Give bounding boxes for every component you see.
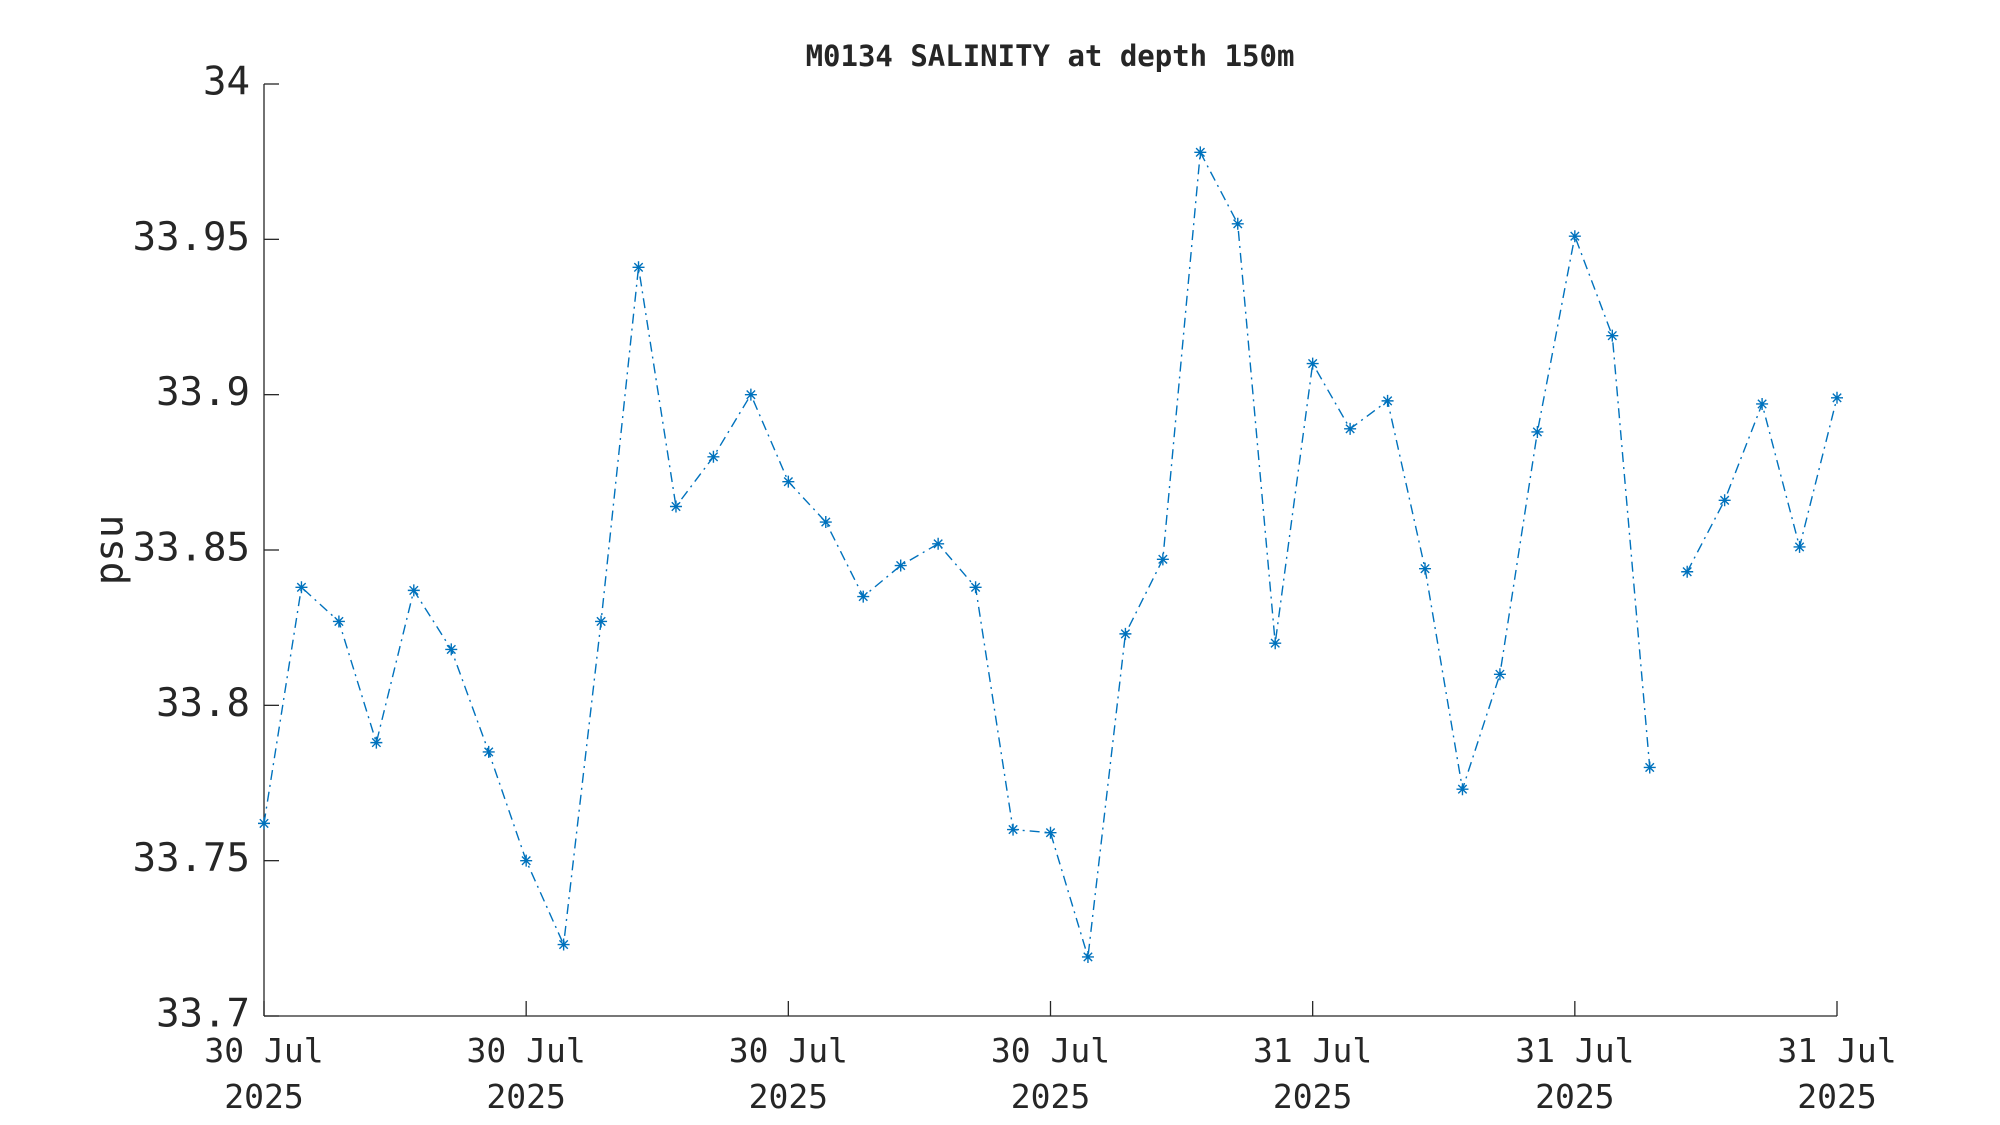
marker: [1568, 230, 1581, 243]
marker: [1381, 394, 1394, 407]
x-tick-label: 31 Jul 2025: [1253, 1031, 1373, 1116]
x-tick-label: 30 Jul 2025: [990, 1031, 1111, 1116]
marker: [744, 388, 757, 401]
y-axis-label: psu: [88, 515, 133, 585]
y-tick-label: 33.85: [133, 526, 250, 571]
marker: [1306, 357, 1319, 370]
x-tick-label: 30 Jul 2025: [466, 1031, 586, 1116]
marker: [1081, 950, 1094, 963]
marker: [1007, 823, 1020, 836]
y-tick-label: 33.9: [156, 370, 250, 415]
y-tick-label: 33.75: [133, 836, 250, 881]
marker: [595, 615, 608, 628]
marker: [1456, 783, 1469, 796]
marker: [1606, 329, 1619, 342]
marker: [370, 736, 383, 749]
y-tick-label: 33.95: [133, 215, 250, 260]
marker: [1419, 562, 1432, 575]
marker: [295, 581, 308, 594]
marker: [1756, 397, 1769, 410]
marker: [969, 581, 982, 594]
marker: [669, 500, 682, 513]
chart-title: M0134 SALINITY at depth 150m: [806, 39, 1295, 73]
series-line: [263, 149, 1651, 958]
marker: [1643, 761, 1656, 774]
marker: [1493, 668, 1506, 681]
y-tick-label: 33.8: [156, 681, 250, 726]
x-tick-label: 30 Jul 2025: [728, 1031, 848, 1116]
x-tick-label: 30 Jul 2025: [204, 1031, 324, 1116]
marker: [1531, 425, 1544, 438]
marker: [332, 615, 345, 628]
x-tick-label: 31 Jul 2025: [1515, 1031, 1635, 1116]
marker: [819, 516, 832, 529]
marker: [407, 584, 420, 597]
y-tick-label: 34: [203, 60, 250, 105]
marker: [1793, 540, 1806, 553]
marker: [1718, 494, 1731, 507]
x-tick-label: 31 Jul 2025: [1777, 1031, 1897, 1116]
marker: [1194, 146, 1207, 159]
marker: [1681, 565, 1694, 578]
marker: [632, 261, 645, 274]
marker: [557, 938, 570, 951]
marker: [258, 817, 270, 830]
marker: [1119, 627, 1132, 640]
marker: [1831, 391, 1843, 404]
marker: [1231, 217, 1244, 230]
marker: [1044, 826, 1057, 839]
marker: [445, 643, 458, 656]
marker: [520, 854, 533, 867]
marker: [857, 590, 870, 603]
series-line: [1686, 397, 1838, 573]
marker: [1156, 553, 1169, 566]
marker: [782, 475, 795, 488]
marker: [894, 559, 907, 572]
marker: [1269, 637, 1282, 650]
marker: [707, 450, 720, 463]
y-tick-label: 33.7: [156, 992, 250, 1037]
marker: [932, 537, 945, 550]
marker: [482, 745, 495, 758]
marker: [1344, 422, 1357, 435]
